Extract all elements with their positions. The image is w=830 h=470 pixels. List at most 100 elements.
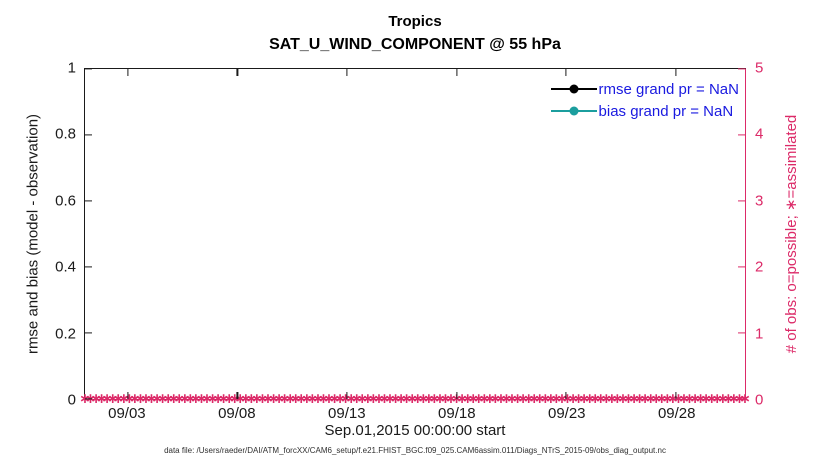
assimilated-obs-marker-icon: ∗: [289, 391, 302, 407]
assimilated-obs-marker-icon: ∗: [617, 391, 629, 407]
assimilated-obs-marker-icon: ∗: [129, 391, 141, 407]
x-tick-label: 09/08: [218, 405, 256, 422]
x-tick-label: 09/03: [108, 405, 146, 422]
assimilated-obs-marker-icon: ∗: [184, 391, 197, 407]
assimilated-obs-marker-icon: ∗: [228, 391, 241, 407]
y-left-tick-label: 0: [67, 391, 76, 409]
assimilated-obs-marker-icon: ∗: [711, 391, 724, 407]
y-left-tick-label: 0.8: [55, 125, 76, 143]
y-left-tick-label: 1: [67, 59, 76, 77]
assimilated-obs-marker-icon: ∗: [445, 391, 457, 407]
assimilated-obs-marker-icon: ∗: [511, 391, 524, 407]
assimilated-obs-marker-icon: ∗: [367, 391, 380, 407]
x-tick-mark-bottom: [127, 392, 129, 399]
assimilated-obs-marker-icon: ∗: [195, 391, 208, 407]
assimilated-obs-marker-icon: ∗: [95, 391, 108, 407]
x-tick-label: 09/13: [328, 405, 366, 422]
assimilated-obs-marker-icon: ∗: [639, 391, 652, 407]
x-tick-label: 09/23: [547, 405, 586, 422]
y-left-tick-mark: [85, 134, 92, 136]
assimilated-obs-marker-icon: ∗: [167, 391, 180, 407]
assimilated-obs-marker-icon: ∗: [606, 391, 618, 407]
assimilated-obs-marker-icon: ∗: [567, 391, 579, 407]
assimilated-obs-marker-icon: ∗: [478, 391, 491, 407]
assimilated-obs-marker-icon: ∗: [273, 391, 285, 407]
data-file-caption: data file: /Users/raeder/DAI/ATM_forcXX/…: [164, 446, 666, 455]
y-right-tick-label: 2: [755, 258, 764, 276]
assimilated-obs-marker-icon: ∗: [206, 391, 219, 407]
assimilated-obs-marker-icon: ∗: [334, 391, 346, 407]
y-right-tick-mark: [738, 266, 745, 268]
x-tick-mark-top: [127, 69, 129, 76]
assimilated-obs-marker-icon: ∗: [517, 391, 530, 407]
assimilated-obs-marker-icon: ∗: [456, 391, 469, 407]
assimilated-obs-marker-icon: ∗: [561, 391, 574, 407]
y-left-tick-mark: [85, 332, 92, 334]
assimilated-obs-marker-icon: ∗: [112, 391, 125, 407]
assimilated-obs-marker-icon: ∗: [312, 391, 324, 407]
assimilated-obs-marker-icon: ∗: [472, 391, 485, 407]
x-tick-mark-bottom: [456, 392, 458, 399]
x-axis-tick-labels: 09/03 09/08 09/13 09/18 09/23 09/28: [84, 405, 746, 423]
assimilated-obs-marker-icon: ∗: [489, 391, 502, 407]
right-axis-label: # of obs: o=possible; ∗=assimilated: [783, 114, 800, 354]
assimilated-obs-marker-icon: ∗: [578, 391, 591, 407]
legend: rmse grand pr = NaN bias grand pr = NaN: [550, 78, 739, 122]
assimilated-obs-marker-icon: ∗: [672, 391, 685, 407]
assimilated-obs-marker-icon: ∗: [422, 391, 435, 407]
assimilated-obs-marker-icon: ∗: [101, 391, 114, 407]
assimilated-obs-marker-icon: ∗: [700, 391, 713, 407]
assimilated-obs-marker-icon: ∗: [533, 391, 546, 407]
assimilated-obs-marker-icon: ∗: [123, 391, 136, 407]
assimilated-obs-marker-icon: ∗: [378, 391, 391, 407]
assimilated-obs-marker-icon: ∗: [134, 391, 147, 407]
right-axis-tick-labels: 0 1 2 3 4 5: [746, 60, 806, 409]
assimilated-obs-marker-icon: ∗: [500, 391, 513, 407]
assimilated-obs-marker-icon: ∗: [434, 391, 446, 407]
legend-item-label: bias grand pr = NaN: [598, 102, 734, 120]
assimilated-obs-marker-icon: ∗: [550, 391, 563, 407]
assimilated-obs-marker-icon: ∗: [345, 391, 358, 407]
assimilated-obs-marker-icon: ∗: [156, 391, 169, 407]
y-right-tick-label: 4: [755, 125, 764, 143]
assimilated-obs-marker-icon: ∗: [628, 391, 640, 407]
assimilated-obs-marker-icon: ∗: [495, 391, 507, 407]
assimilated-obs-marker-icon: ∗: [428, 391, 441, 407]
legend-item: bias grand pr = NaN: [550, 100, 739, 122]
x-tick-mark-bottom: [236, 392, 238, 399]
y-right-tick-mark: [738, 398, 745, 400]
assimilated-obs-marker-icon: ∗: [545, 391, 557, 407]
x-tick-label: 09/18: [438, 405, 476, 422]
assimilated-obs-marker-icon: ∗: [173, 391, 186, 407]
assimilated-obs-marker-icon: ∗: [678, 391, 690, 407]
assimilated-obs-marker-icon: ∗: [278, 391, 291, 407]
assimilated-obs-marker-icon: ∗: [328, 391, 341, 407]
assimilated-obs-marker-icon: ∗: [539, 391, 552, 407]
assimilated-obs-marker-icon: ∗: [373, 391, 385, 407]
assimilated-obs-marker-icon: ∗: [151, 391, 163, 407]
assimilated-obs-marker-icon: ∗: [461, 391, 474, 407]
assimilated-obs-marker-icon: ∗: [644, 391, 657, 407]
x-tick-mark-top: [236, 69, 238, 76]
x-axis-label: Sep.01,2015 00:00:00 start: [324, 422, 506, 439]
assimilated-obs-marker-icon: ∗: [589, 391, 602, 407]
assimilated-obs-marker-icon: ∗: [594, 391, 607, 407]
assimilated-obs-marker-icon: ∗: [411, 391, 424, 407]
y-left-tick-mark: [85, 68, 92, 70]
assimilated-obs-marker-icon: ∗: [611, 391, 624, 407]
assimilated-obs-marker-icon: ∗: [284, 391, 297, 407]
assimilated-obs-marker-icon: ∗: [389, 391, 402, 407]
assimilated-obs-marker-icon: ∗: [450, 391, 463, 407]
x-tick-mark-bottom: [565, 392, 567, 399]
assimilated-obs-marker-icon: ∗: [556, 391, 568, 407]
assimilated-obs-marker-icon: ∗: [694, 391, 707, 407]
plot-area: rmse grand pr = NaN bias grand pr = NaN ∗…: [79, 68, 751, 406]
assimilated-obs-marker-icon: ∗: [483, 391, 496, 407]
assimilated-obs-marker-icon: ∗: [178, 391, 191, 407]
assimilated-obs-marker-icon: ∗: [234, 391, 247, 407]
x-tick-mark-bottom: [675, 392, 677, 399]
y-left-tick-label: 0.2: [55, 325, 76, 343]
y-left-tick-label: 0.6: [55, 192, 76, 210]
assimilated-obs-marker-icon: ∗: [300, 391, 313, 407]
